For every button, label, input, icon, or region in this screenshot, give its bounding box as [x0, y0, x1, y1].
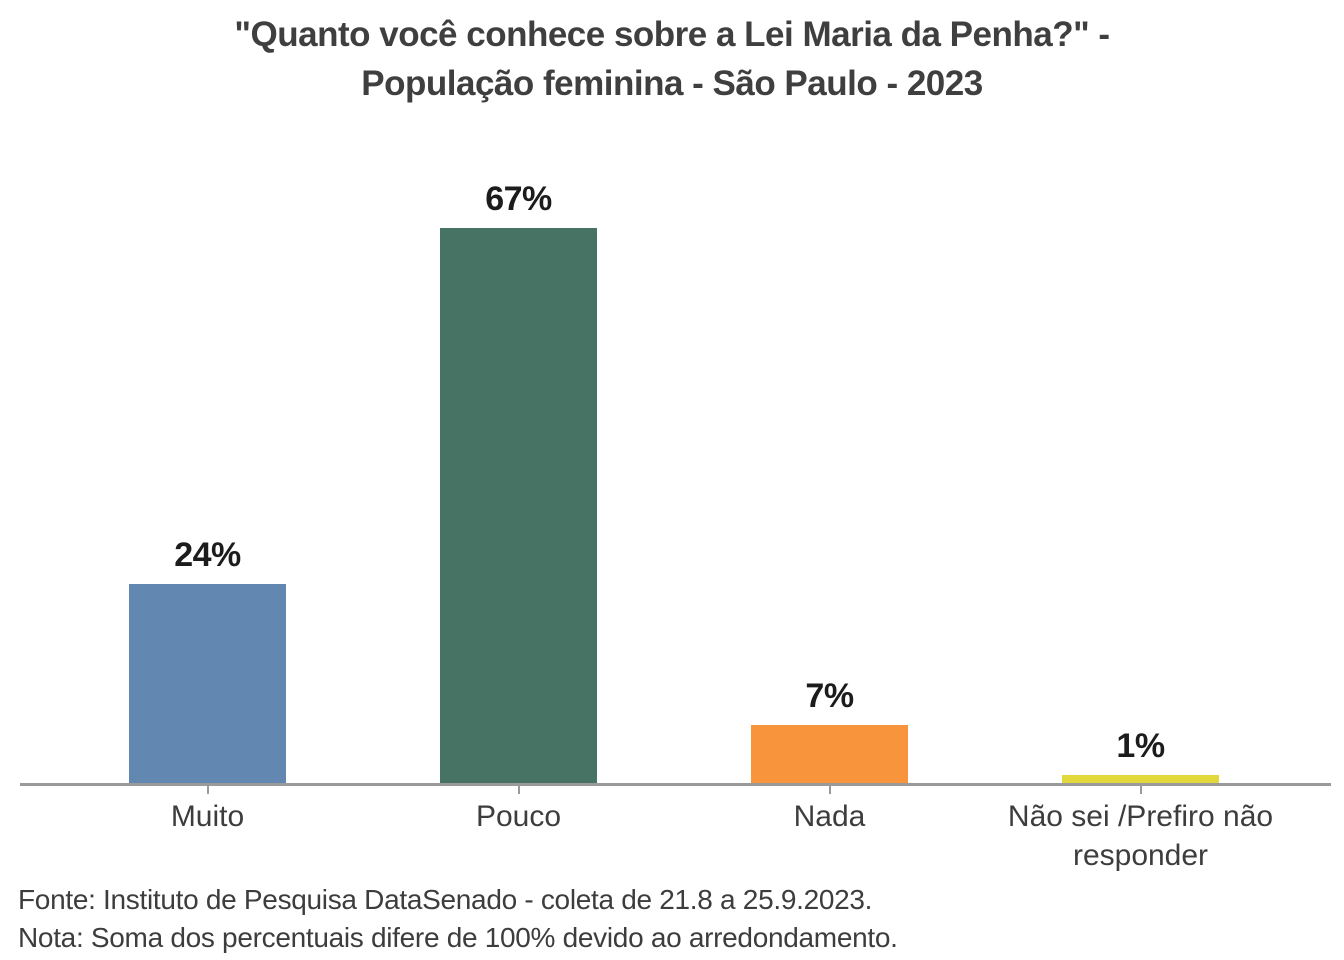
bar-value-label: 67% — [485, 180, 552, 218]
bar-group: 24% — [52, 536, 363, 783]
bar-group: 7% — [674, 677, 985, 783]
bar — [1062, 775, 1219, 783]
x-axis-label-text: Não sei /Prefiro não responder — [1007, 800, 1274, 872]
x-axis-ticks — [52, 786, 1296, 794]
x-axis-label: Muito — [52, 797, 363, 836]
x-axis-line — [20, 783, 1331, 786]
bar — [751, 725, 908, 783]
tick-cell — [52, 786, 363, 794]
source-note: Fonte: Instituto de Pesquisa DataSenado … — [18, 884, 873, 915]
x-axis-label: Não sei /Prefiro não responder — [985, 797, 1296, 875]
x-axis-tick — [517, 786, 520, 794]
tick-cell — [674, 786, 985, 794]
bar-value-label: 1% — [1116, 727, 1165, 765]
chart-title: "Quanto você conhece sobre a Lei Maria d… — [0, 10, 1344, 108]
x-axis-labels: Muito Pouco Nada Não sei /Prefiro não respo… — [52, 797, 1296, 875]
chart-title-line-1: "Quanto você conhece sobre a Lei Maria d… — [234, 15, 1110, 54]
bar-value-label: 24% — [174, 536, 241, 574]
x-axis-tick — [206, 786, 209, 794]
chart-footer: Fonte: Instituto de Pesquisa DataSenado … — [18, 881, 898, 957]
x-axis-label-text: Nada — [793, 800, 866, 833]
bar-group: 67% — [363, 180, 674, 783]
bar-group: 1% — [985, 727, 1296, 783]
plot-area: 24% 67% 7% 1% — [52, 180, 1296, 783]
x-axis-label: Nada — [674, 797, 985, 836]
bar — [440, 228, 597, 783]
tick-cell — [985, 786, 1296, 794]
bar-value-label: 7% — [805, 677, 854, 715]
x-axis-label-text: Pouco — [475, 800, 562, 833]
rounding-note: Nota: Soma dos percentuais difere de 100… — [18, 922, 898, 953]
x-axis-label: Pouco — [363, 797, 674, 836]
bar — [129, 584, 286, 783]
x-axis-tick — [1139, 786, 1142, 794]
x-axis-tick — [828, 786, 831, 794]
chart-title-line-2: População feminina - São Paulo - 2023 — [361, 64, 983, 103]
tick-cell — [363, 786, 674, 794]
x-axis-label-text: Muito — [170, 800, 245, 833]
